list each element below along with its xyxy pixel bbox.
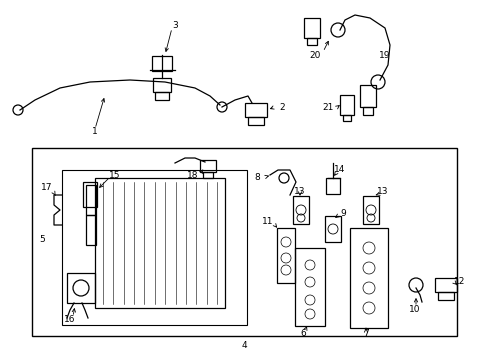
Bar [83,182,97,207]
Text: 17: 17 [41,184,53,193]
Text: 14: 14 [334,166,345,175]
Text: 12: 12 [453,278,465,287]
Bar [155,92,169,100]
Bar [294,248,325,326]
Text: 1: 1 [92,127,98,136]
Text: 19: 19 [379,50,390,59]
Bar [86,185,96,215]
Text: 15: 15 [109,171,121,180]
Bar [359,85,375,107]
Bar [342,115,350,121]
Bar [62,170,246,325]
Bar [434,278,456,292]
Bar [292,196,308,224]
Bar [95,178,224,308]
Bar [247,117,264,125]
Text: 20: 20 [309,50,320,59]
Text: 11: 11 [262,217,273,226]
Bar [437,292,453,300]
Bar [244,103,266,117]
Text: 2: 2 [279,103,284,112]
Text: 7: 7 [363,329,368,338]
Bar [304,18,319,38]
Text: 18: 18 [187,171,198,180]
Text: 5: 5 [39,235,45,244]
Bar [362,107,372,115]
Bar [325,216,340,242]
Bar [153,78,171,92]
Text: 8: 8 [254,172,259,181]
Text: 13: 13 [294,188,305,197]
Text: 4: 4 [241,342,246,351]
Text: 9: 9 [340,208,345,217]
Bar [203,172,213,178]
Text: 10: 10 [408,306,420,315]
Bar [276,228,294,283]
Bar [32,148,456,336]
Bar [325,178,339,194]
Text: 13: 13 [376,188,388,197]
Bar [152,56,172,71]
Bar [339,95,353,115]
Text: 6: 6 [300,329,305,338]
Text: 3: 3 [172,21,178,30]
Bar [349,228,387,328]
Bar [362,196,378,224]
Text: 16: 16 [64,315,76,324]
Bar [200,160,216,172]
Bar [67,273,95,303]
Bar [86,215,96,245]
Text: 21: 21 [322,104,333,112]
Bar [306,38,316,45]
